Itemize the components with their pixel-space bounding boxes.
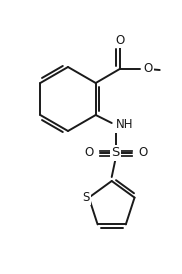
Text: O: O xyxy=(115,33,124,47)
Text: NH: NH xyxy=(116,118,133,132)
Text: S: S xyxy=(112,147,120,159)
Text: O: O xyxy=(138,147,147,159)
Text: O: O xyxy=(84,147,93,159)
Text: S: S xyxy=(82,191,90,204)
Text: O: O xyxy=(144,62,153,76)
